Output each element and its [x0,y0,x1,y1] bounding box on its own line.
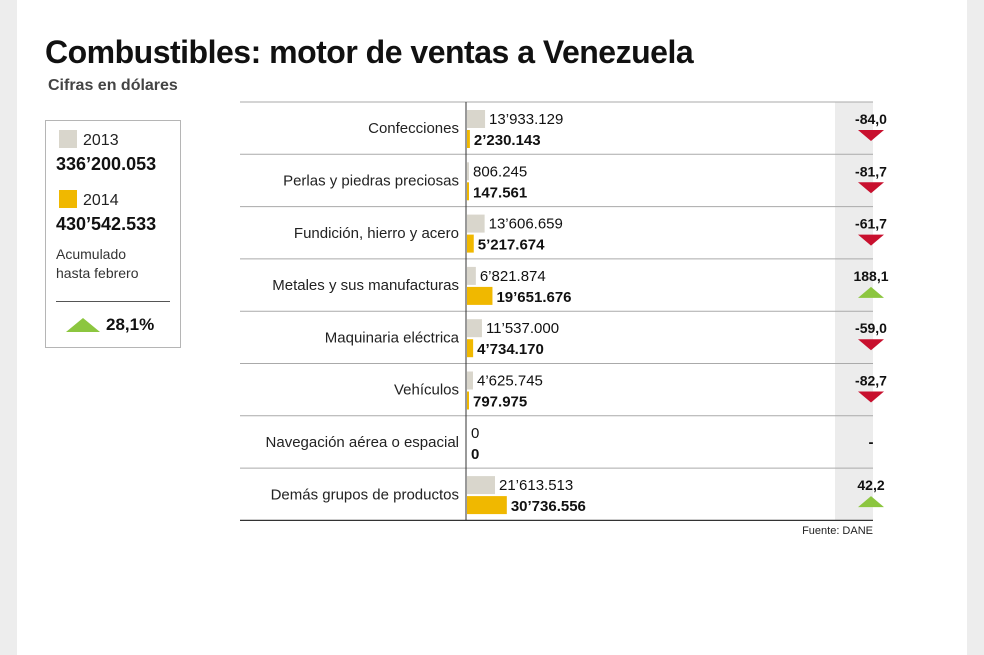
bar-2013 [467,214,485,233]
data-label-2014: 19’651.676 [496,289,571,306]
bar-2013 [467,476,495,495]
category-label: Demás grupos de productos [271,486,459,503]
legend-note-line1: Acumulado [56,246,127,262]
data-label-2014: 797.975 [473,394,527,411]
data-label-2013: 4’625.745 [477,373,543,390]
data-label-2014: 0 [471,446,479,463]
legend-year-2013: 2013 [83,132,119,149]
bar-2014 [467,496,507,515]
down-arrow-icon [858,182,884,194]
legend-total-change: 28,1% [106,315,155,334]
up-arrow-icon [66,318,100,332]
change-label: - [869,434,874,451]
legend-year-2014: 2014 [83,192,119,209]
bar-2013 [467,319,482,338]
data-label-2014: 2’230.143 [474,132,541,149]
bar-2013 [467,266,476,285]
data-label-2013: 806.245 [473,163,527,180]
chart-title: Combustibles: motor de ventas a Venezuel… [45,34,694,70]
legend-box: 2013 336’200.053 2014 430’542.533 Acumul… [45,120,181,348]
bar-2013 [467,110,486,128]
category-label: Fundición, hierro y acero [294,225,459,242]
up-arrow-icon [858,286,884,298]
down-arrow-icon [858,391,884,403]
down-arrow-icon [858,234,884,246]
data-label-2013: 11’537.000 [486,320,559,337]
data-label-2014: 147.561 [473,184,527,201]
data-label-2013: 0 [471,425,479,442]
bar-2014 [467,286,493,305]
change-label: 42,2 [857,477,884,493]
bar-2014 [467,339,474,358]
down-arrow-icon [858,130,884,141]
bar-2014 [467,182,469,201]
category-label: Confecciones [368,120,459,137]
category-label: Vehículos [394,382,459,399]
bar-2014 [467,130,470,148]
legend-swatch-2014 [59,190,77,208]
change-label: -82,7 [855,373,887,389]
category-label: Maquinaria eléctrica [325,329,460,346]
category-label: Metales y sus manufacturas [272,277,459,294]
data-label-2014: 5’217.674 [478,237,545,254]
chart-subtitle: Cifras en dólares [48,77,178,94]
change-label: -61,7 [855,216,887,232]
change-label: -59,0 [855,320,887,336]
data-label-2014: 4’734.170 [477,341,544,358]
change-label: 188,1 [853,268,888,284]
legend-divider [56,301,170,302]
legend-total-2013: 336’200.053 [56,154,157,174]
category-label: Navegación aérea o espacial [266,434,459,451]
data-label-2013: 13’606.659 [489,216,563,233]
up-arrow-icon [858,496,884,508]
bar-2014 [467,234,474,253]
data-label-2013: 21’613.513 [499,477,573,494]
data-label-2013: 13’933.129 [489,111,563,128]
bar-2014 [467,391,469,410]
legend-note-line2: hasta febrero [56,265,139,281]
change-label: -84,0 [855,111,887,127]
data-label-2014: 30’736.556 [511,498,586,515]
legend-swatch-2013 [59,130,77,148]
bar-2013 [467,162,469,181]
down-arrow-icon [858,339,884,351]
category-label: Perlas y piedras preciosas [283,172,459,189]
bar-2013 [467,371,473,390]
source-note: Fuente: DANE [802,525,873,537]
legend-total-2014: 430’542.533 [56,214,157,234]
change-label: -81,7 [855,163,887,179]
data-label-2013: 6’821.874 [480,268,546,285]
